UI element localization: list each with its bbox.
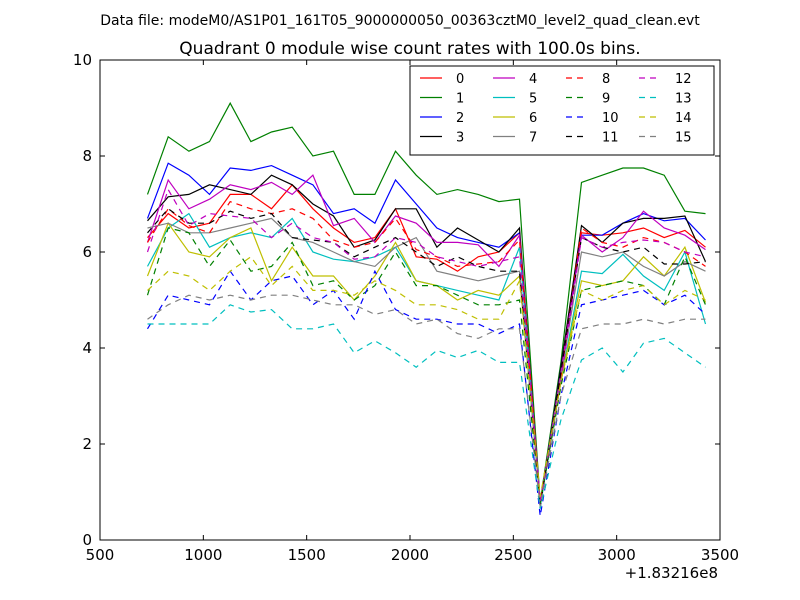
legend-label-8: 8 — [602, 72, 610, 87]
legend-label-3: 3 — [456, 131, 464, 146]
y-tick-label: 4 — [82, 339, 92, 357]
legend-label-4: 4 — [529, 72, 537, 87]
x-tick-label: 1000 — [184, 546, 222, 564]
y-tick-label: 8 — [82, 147, 92, 165]
chart-title: Quadrant 0 module wise count rates with … — [179, 39, 640, 59]
series-line-6 — [146, 221, 707, 502]
legend-label-11: 11 — [602, 131, 619, 146]
legend-label-14: 14 — [675, 111, 692, 126]
legend-label-13: 13 — [675, 92, 692, 107]
series-line-7 — [147, 217, 706, 505]
x-tick-label: 3000 — [598, 546, 636, 564]
y-tick-label: 0 — [82, 531, 92, 549]
legend-label-7: 7 — [529, 131, 537, 146]
series-line-15 — [147, 294, 706, 507]
y-tick-label: 10 — [73, 51, 92, 69]
x-tick-label: 500 — [86, 546, 115, 564]
series-line-9 — [146, 227, 707, 505]
x-tick-label: 1500 — [288, 546, 326, 564]
series-line-10 — [146, 269, 706, 517]
legend-label-1: 1 — [456, 92, 464, 107]
series-line-1 — [146, 101, 706, 502]
legend-label-10: 10 — [602, 111, 619, 126]
series-line-2 — [146, 162, 706, 507]
legend-label-2: 2 — [456, 111, 464, 126]
series-line-12 — [146, 188, 706, 502]
x-offset-label: +1.83216e8 — [625, 564, 718, 582]
series-line-3 — [147, 174, 707, 507]
y-tick-label: 6 — [82, 243, 92, 261]
series-line-11 — [147, 207, 706, 507]
legend-label-5: 5 — [529, 92, 537, 107]
legend-label-9: 9 — [602, 92, 610, 107]
legend-label-6: 6 — [529, 111, 537, 126]
x-tick-label: 2000 — [391, 546, 429, 564]
series-line-14 — [147, 255, 706, 497]
plot-frame — [99, 59, 721, 541]
legend-label-15: 15 — [675, 131, 692, 146]
x-tick-label: 3500 — [701, 546, 739, 564]
series-line-0 — [147, 183, 706, 505]
series-layer — [146, 101, 707, 517]
legend-label-12: 12 — [675, 72, 692, 87]
data-file-label: Data file: modeM0/AS1P01_161T05_90000000… — [100, 13, 700, 29]
x-tick-label: 2500 — [494, 546, 532, 564]
legend-label-0: 0 — [456, 72, 464, 87]
y-tick-label: 2 — [82, 435, 92, 453]
legend-box — [409, 65, 715, 156]
series-line-13 — [147, 304, 706, 509]
